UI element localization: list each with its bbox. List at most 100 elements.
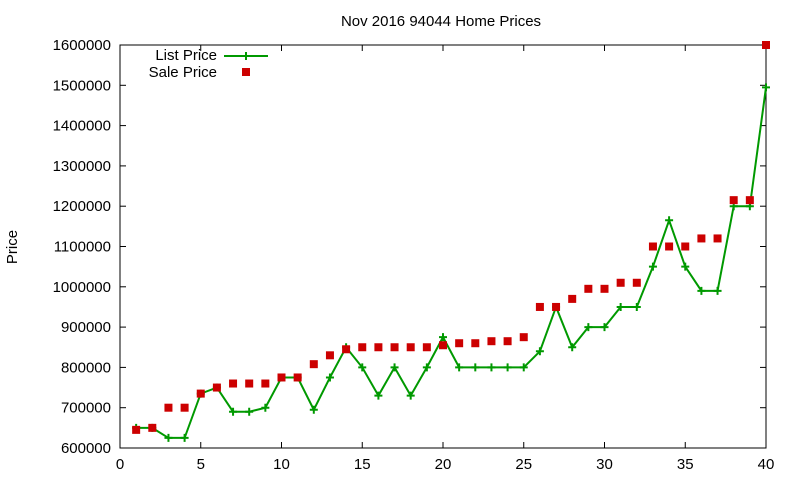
sale-price-point: [164, 403, 173, 412]
y-tick-label: 1600000: [53, 37, 111, 54]
sale-price-point: [535, 302, 544, 311]
x-tick-label: 0: [116, 456, 124, 473]
sale-price-point: [229, 379, 238, 388]
y-tick-label: 600000: [61, 440, 111, 457]
axes: 0 5 10 15 20 25 30 35 40 600000 700000 800000 900000…: [53, 37, 775, 473]
sale-price-point: [503, 337, 512, 346]
list-price-point: [681, 262, 690, 271]
x-tick-label: 10: [273, 456, 290, 473]
x-tick-label: 35: [677, 456, 694, 473]
sale-price-point: [762, 41, 770, 49]
sale-price-point: [406, 343, 415, 352]
x-tick-label: 30: [596, 456, 613, 473]
sale-price-point: [584, 284, 593, 293]
sale-price-point: [342, 345, 351, 354]
y-tick-label: 1000000: [53, 279, 111, 296]
y-tick-label: 1200000: [53, 198, 111, 215]
legend-sale-price-label: Sale Price: [149, 64, 217, 81]
sale-price-point: [616, 278, 625, 287]
sale-price-point: [245, 379, 254, 388]
list-price-series: [132, 83, 770, 442]
sale-price-point: [713, 234, 722, 243]
list-price-point: [439, 333, 447, 342]
list-price-point: [600, 323, 609, 332]
sale-price-point: [632, 278, 641, 287]
sale-price-point: [681, 242, 690, 251]
list-price-point: [180, 433, 189, 442]
sale-price-point: [261, 379, 270, 388]
x-tick-label: 20: [435, 456, 452, 473]
sale-price-point: [648, 242, 657, 251]
x-tick-label: 25: [515, 456, 532, 473]
y-tick-label: 800000: [61, 359, 111, 376]
y-tick-label: 1500000: [53, 77, 111, 94]
list-price-point: [568, 343, 577, 352]
list-price-point: [245, 407, 254, 416]
sale-price-point: [132, 425, 141, 434]
sale-price-series: [132, 41, 770, 434]
sale-price-point: [180, 403, 189, 412]
sale-price-point: [697, 234, 706, 243]
list-price-point: [374, 391, 383, 400]
legend-list-price-marker: [242, 52, 250, 60]
x-tick-label: 40: [758, 456, 775, 473]
list-price-point: [535, 347, 544, 356]
list-price-point: [519, 363, 528, 372]
sale-price-point: [309, 360, 318, 369]
list-price-point: [261, 403, 270, 412]
list-price-point: [358, 363, 367, 372]
sale-price-point: [552, 302, 561, 311]
sale-price-point: [519, 333, 528, 342]
list-price-point: [455, 363, 464, 372]
list-price-point: [713, 286, 722, 295]
sale-price-point: [471, 339, 480, 348]
sale-price-point: [277, 373, 286, 382]
legend-sale-price-marker: [242, 68, 250, 76]
list-price-point: [229, 407, 238, 416]
list-price-point: [648, 262, 657, 271]
chart-title: Nov 2016 94044 Home Prices: [341, 13, 541, 30]
sale-price-point: [729, 196, 738, 205]
sale-price-point: [568, 294, 577, 303]
y-tick-label: 900000: [61, 319, 111, 336]
list-price-point: [665, 216, 674, 225]
legend: List Price Sale Price: [149, 47, 268, 81]
x-tick-label: 5: [197, 456, 205, 473]
list-price-point: [164, 433, 173, 442]
sale-price-point: [196, 389, 205, 398]
x-tick-label: 15: [354, 456, 371, 473]
list-price-point: [309, 405, 318, 414]
y-tick-label: 1100000: [54, 239, 111, 256]
sale-price-point: [212, 383, 221, 392]
sale-price-point: [439, 341, 447, 350]
list-price-point: [422, 363, 431, 372]
list-price-point: [471, 363, 480, 372]
list-price-point: [487, 363, 496, 372]
y-tick-label: 1400000: [53, 118, 111, 135]
sale-price-point: [293, 373, 302, 382]
sale-price-point: [745, 196, 754, 205]
y-tick-label: 1300000: [53, 158, 111, 175]
y-axis-label: Price: [4, 230, 21, 264]
legend-list-price-label: List Price: [155, 47, 217, 64]
sale-price-point: [358, 343, 367, 352]
sale-price-point: [374, 343, 383, 352]
list-price-point: [406, 391, 415, 400]
list-price-point: [632, 302, 641, 311]
sale-price-point: [455, 339, 464, 348]
list-price-point: [697, 286, 706, 295]
sale-price-point: [422, 343, 431, 352]
list-price-point: [503, 363, 512, 372]
list-price-point: [390, 363, 399, 372]
sale-price-point: [148, 423, 157, 432]
sale-price-point: [325, 351, 334, 360]
sale-price-point: [390, 343, 399, 352]
y-tick-label: 700000: [61, 400, 111, 417]
sale-price-point: [600, 284, 609, 293]
sale-price-point: [665, 242, 674, 251]
sale-price-point: [487, 337, 496, 346]
list-price-point: [325, 373, 334, 382]
list-price-point: [616, 302, 625, 311]
